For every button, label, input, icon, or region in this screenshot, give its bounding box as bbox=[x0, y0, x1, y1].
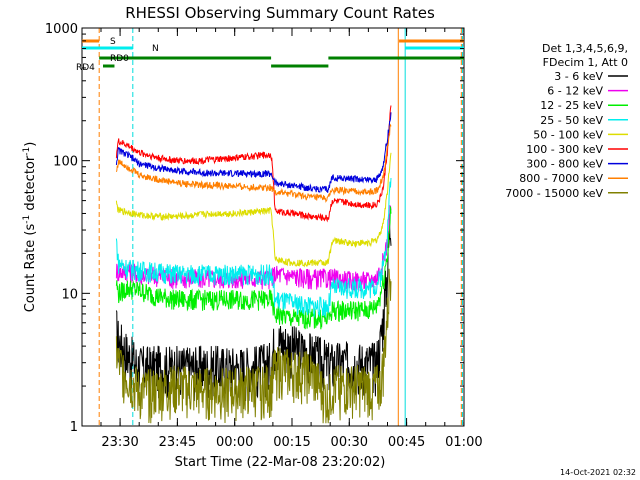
series-line-800-7000-kev bbox=[115, 123, 392, 203]
series-line-50-100-kev bbox=[115, 152, 392, 268]
y-tick-label: 1 bbox=[70, 420, 78, 435]
legend-label-12-25-kev: 12 - 25 keV bbox=[540, 99, 603, 112]
legend-label-800-7000-kev: 800 - 7000 keV bbox=[519, 172, 603, 185]
x-tick-label: 23:45 bbox=[159, 435, 196, 450]
series-line-100-300-kev bbox=[115, 105, 392, 223]
legend-label-25-50-kev: 25 - 50 keV bbox=[540, 114, 603, 127]
chart-title: RHESSI Observing Summary Count Rates bbox=[125, 4, 435, 22]
series-line-12-25-kev bbox=[115, 206, 392, 330]
x-tick-label: 00:00 bbox=[216, 435, 253, 450]
flag-label-n: N bbox=[152, 44, 159, 54]
x-tick-label: 00:15 bbox=[273, 435, 310, 450]
plot-area bbox=[98, 28, 463, 426]
legend-label-7000-15000-kev: 7000 - 15000 keV bbox=[505, 187, 603, 200]
timestamp: 14-Oct-2021 02:32 bbox=[560, 468, 636, 477]
legend-header-line-2: FDecim 1, Att 0 bbox=[543, 56, 628, 69]
series-line-25-50-kev bbox=[115, 177, 392, 318]
legend-header-line-1: Det 1,3,4,5,6,9, bbox=[542, 42, 628, 55]
legend-label-100-300-kev: 100 - 300 keV bbox=[526, 143, 603, 156]
flag-label-rd0: RD0 bbox=[110, 54, 129, 64]
legend-label-3-6-kev: 3 - 6 keV bbox=[554, 70, 603, 83]
legend-label-50-100-kev: 50 - 100 keV bbox=[533, 128, 603, 141]
x-tick-label: 00:45 bbox=[388, 435, 425, 450]
x-tick-label: 00:30 bbox=[331, 435, 368, 450]
y-tick-label: 100 bbox=[53, 155, 78, 170]
legend-label-300-800-kev: 300 - 800 keV bbox=[526, 158, 603, 171]
y-axis-label: Count Rate (s-1 detector-1) bbox=[22, 142, 38, 313]
y-tick-label: 1000 bbox=[45, 22, 78, 37]
series-line-7000-15000-kev bbox=[115, 268, 392, 424]
flag-label-s: S bbox=[110, 37, 116, 47]
x-tick-label: 23:30 bbox=[101, 435, 138, 450]
x-tick-label: 01:00 bbox=[445, 435, 482, 450]
y-tick-label: 10 bbox=[61, 287, 78, 302]
legend-label-6-12-kev: 6 - 12 keV bbox=[547, 85, 603, 98]
x-axis-label: Start Time (22-Mar-08 23:20:02) bbox=[175, 455, 386, 470]
axis-ticks: 23:30 23:45 00:00 00:15 00:30 00:45 01:00 1 10 10… bbox=[45, 22, 483, 450]
series-line-300-800-kev bbox=[115, 112, 392, 193]
